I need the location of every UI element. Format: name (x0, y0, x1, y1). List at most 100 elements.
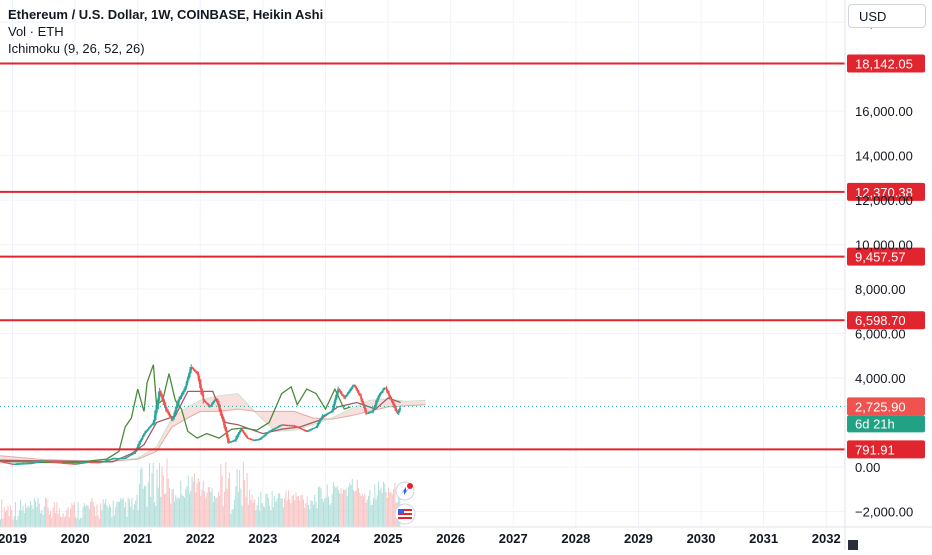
volume-bar (98, 518, 100, 527)
year-tick-label: 2030 (687, 531, 716, 546)
candle-body (76, 463, 78, 465)
candle-body (238, 431, 241, 434)
candle-body (140, 438, 143, 442)
volume-bar (257, 497, 259, 527)
candle-body (289, 425, 292, 427)
volume-bar (46, 499, 48, 527)
candle-body (158, 391, 161, 398)
volume-bar (280, 498, 282, 527)
volume-bar (340, 487, 342, 527)
volume-bar (176, 498, 178, 527)
currency-selector[interactable]: USD (848, 4, 926, 28)
candle-body (208, 405, 211, 407)
volume-bar (151, 473, 153, 527)
horizontal-levels[interactable]: 18,142.05 12,370.38 9,457.57 6,598.70 791.91… (0, 54, 925, 459)
candle-body (14, 463, 17, 465)
candle-body (101, 461, 104, 463)
volume-bar (366, 499, 368, 527)
candle-body (185, 383, 188, 388)
volume-bar (180, 480, 182, 527)
candle-body (161, 394, 163, 399)
candle-body (344, 396, 347, 398)
candle-body (108, 459, 111, 461)
volume-bar (63, 517, 65, 527)
candle-body (229, 441, 231, 443)
symbol-title[interactable]: Ethereum / U.S. Dollar, 1W, COINBASE, He… (8, 7, 324, 22)
candle-body (70, 463, 72, 465)
volume-bar (262, 506, 264, 527)
candle-body (352, 385, 355, 387)
candle-body (218, 404, 221, 409)
candle-body (193, 369, 196, 372)
grid (0, 0, 845, 527)
volume-bar (65, 515, 67, 527)
candle-body (157, 397, 160, 404)
volume-bar (35, 501, 37, 527)
price-tick-label: 10,000.00 (855, 238, 913, 253)
volume-bar (232, 508, 234, 527)
volume-bar (136, 494, 138, 527)
candle-body (202, 394, 205, 400)
volume-bar (125, 502, 127, 527)
flag-event-icon[interactable] (394, 503, 416, 525)
candle-body (9, 463, 12, 465)
volume-bar (82, 506, 84, 527)
candle-body (327, 412, 330, 414)
volume-bar (67, 506, 69, 527)
volume-bar (220, 464, 222, 527)
candle-body (221, 415, 224, 421)
volume-bar (281, 497, 283, 527)
candle-body (130, 454, 133, 456)
ichimoku-indicator-label[interactable]: Ichimoku (9, 26, 52, 26) (8, 41, 145, 56)
volume-bar (219, 496, 221, 527)
candle-body (119, 458, 122, 460)
volume-bar (157, 487, 159, 527)
candle-body (133, 452, 136, 454)
candle-body (287, 425, 290, 427)
candle-body (68, 463, 71, 465)
event-icons[interactable] (394, 481, 416, 525)
candle-body (215, 398, 218, 401)
volume-bar (261, 503, 263, 527)
dividend-event-icon[interactable] (395, 481, 415, 501)
price-tick-label: 14,000.00 (855, 149, 913, 164)
candle-body (50, 461, 53, 463)
volume-bar (53, 502, 55, 527)
volume-bar (376, 495, 378, 527)
candle-body (388, 393, 390, 396)
candle-body (242, 430, 245, 433)
volume-bar (197, 478, 199, 527)
candle-body (128, 455, 131, 457)
candle-body (274, 428, 276, 430)
volume-bar (239, 470, 241, 527)
year-tick-label: 2023 (248, 531, 277, 546)
candle-body (42, 460, 44, 462)
candle-body (186, 378, 189, 384)
volume-bar (32, 508, 34, 527)
volume-bar (244, 480, 246, 527)
volume-bar (383, 481, 385, 527)
candle-body (195, 371, 197, 373)
candle-body (244, 434, 247, 437)
volume-bar (133, 504, 135, 527)
volume-bar (58, 508, 60, 527)
candle-body (111, 458, 114, 460)
chart-legend[interactable]: Ethereum / U.S. Dollar, 1W, COINBASE, He… (8, 6, 323, 57)
volume-bar (26, 507, 28, 527)
volume-indicator-label[interactable]: Vol · ETH (8, 24, 64, 39)
candle-body (210, 403, 213, 406)
candle-body (247, 437, 250, 439)
volume-bar (17, 516, 19, 527)
volume-bar (96, 504, 98, 527)
volume-bar (292, 494, 294, 527)
candle-body (334, 397, 337, 402)
candle-body (163, 401, 166, 406)
lagging-span (0, 364, 351, 464)
volume-bar (224, 491, 226, 527)
candle-body (252, 439, 255, 441)
candle-body (310, 429, 313, 431)
candle-body (162, 398, 165, 402)
volume-bar (210, 492, 212, 527)
